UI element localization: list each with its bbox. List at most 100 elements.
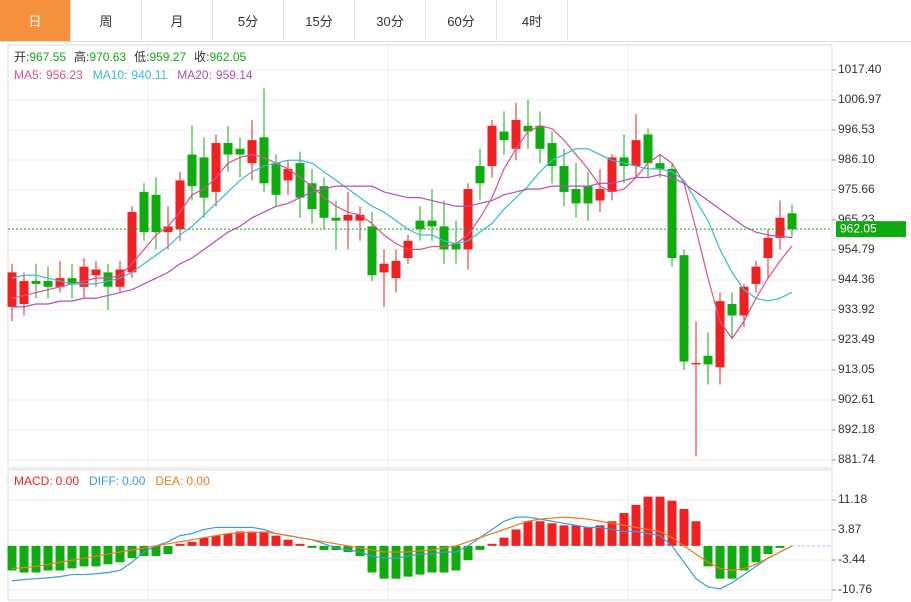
macd-bar [127, 545, 137, 559]
period-tab[interactable]: 4时 [497, 0, 568, 41]
y-tick-label: 1017.40 [838, 62, 882, 76]
macd-bar [55, 545, 65, 571]
period-tab[interactable]: 周 [71, 0, 142, 41]
candle-body [187, 154, 197, 187]
y-tick-label: -3.44 [838, 552, 866, 566]
legend-name: MA5: [14, 68, 42, 82]
candle-body [19, 281, 29, 305]
panel-frame [7, 44, 833, 469]
period-tab[interactable]: 60分 [426, 0, 497, 41]
line [11, 125, 793, 340]
line [11, 148, 793, 302]
macd-bar [235, 531, 245, 546]
legend-name: DIFF: [89, 474, 119, 488]
candle-body [151, 194, 161, 233]
y-tick-label: 881.74 [838, 452, 875, 466]
macd-bar [631, 504, 641, 546]
macd-bar [355, 545, 365, 557]
candle-body [331, 217, 341, 221]
period-tab[interactable]: 15分 [284, 0, 355, 41]
ohlc-label: 收: [194, 50, 209, 64]
candle-body [523, 125, 533, 132]
macd-bar [319, 545, 329, 550]
legend-name: DEA: [155, 474, 183, 488]
candle-body [31, 281, 41, 284]
candle-body [415, 220, 425, 230]
macd-bar [31, 545, 41, 573]
macd-bar [343, 545, 353, 553]
candle-body [343, 214, 353, 221]
candle-body [223, 143, 233, 155]
y-tick-label: 933.92 [838, 302, 875, 316]
y-tick-label: 954.79 [838, 242, 875, 256]
macd-bar [571, 525, 581, 546]
legend-name: MA10: [93, 68, 128, 82]
ohlc-value: 962.05 [209, 50, 246, 64]
macd-bar [211, 535, 221, 546]
candle-body [355, 214, 365, 221]
macd-bar [259, 531, 269, 546]
macd-bar [19, 545, 29, 573]
macd-bar [379, 545, 389, 579]
candle-body [271, 163, 281, 195]
macd-bar [451, 545, 461, 571]
candle-body [475, 166, 485, 184]
period-tab[interactable]: 5分 [213, 0, 284, 41]
ohlc-value: 959.27 [149, 50, 186, 64]
candle-body [283, 168, 293, 181]
candle-body [691, 362, 701, 365]
candle-body [175, 180, 185, 230]
candle-body [463, 189, 473, 250]
candle-body [703, 355, 713, 365]
macd-bar [439, 545, 449, 573]
macd-bar [115, 545, 125, 563]
candle-body [727, 304, 737, 316]
y-tick-label: 902.61 [838, 392, 875, 406]
macd-bar [691, 521, 701, 546]
macd-bar [763, 545, 773, 555]
period-tab[interactable]: 日 [0, 0, 71, 41]
candle-body [535, 125, 545, 149]
candle-body [451, 243, 461, 250]
macd-bar [367, 545, 377, 573]
candle-body [79, 266, 89, 287]
y-tick-label: 986.10 [838, 152, 875, 166]
macd-bar [283, 539, 293, 546]
candle-body [391, 260, 401, 279]
panel-frame [7, 469, 833, 601]
macd-bar [43, 545, 53, 571]
macd-bar [175, 543, 185, 546]
macd-legend: MACD: 0.00 DIFF: 0.00 DEA: 0.00 [14, 474, 210, 488]
y-tick-label: 3.87 [838, 522, 862, 536]
candle-body [667, 168, 677, 259]
macd-bar [7, 545, 17, 571]
legend-value: 959.14 [216, 68, 253, 82]
period-tab[interactable]: 30分 [355, 0, 426, 41]
macd-bar [199, 537, 209, 546]
y-tick-label: 11.18 [838, 492, 867, 506]
candle-body [211, 143, 221, 192]
macd-bar [547, 523, 557, 546]
legend-value: 0.00 [186, 474, 210, 488]
macd-bar [79, 545, 89, 567]
candle-body [631, 140, 641, 167]
line [12, 174, 793, 308]
candle-body [103, 272, 113, 287]
macd-bar [103, 545, 113, 565]
y-tick-label: 996.53 [838, 122, 875, 136]
macd-bar [643, 496, 653, 546]
candle-body [763, 237, 773, 259]
legend-name: MA20: [177, 68, 212, 82]
candle-body [259, 137, 269, 184]
macd-bar [739, 545, 749, 571]
macd-bar [775, 545, 785, 548]
macd-bar [295, 543, 305, 546]
macd-bar [187, 541, 197, 546]
y-tick-label: 944.36 [838, 272, 875, 286]
macd-bar [751, 545, 761, 563]
legend-name: MACD: [14, 474, 53, 488]
macd-bar [223, 533, 233, 546]
macd-bar [415, 545, 425, 575]
period-tab[interactable]: 月 [142, 0, 213, 41]
ohlc-legend: 开:967.55 高:970.63 低:959.27 收:962.05 [14, 49, 247, 64]
